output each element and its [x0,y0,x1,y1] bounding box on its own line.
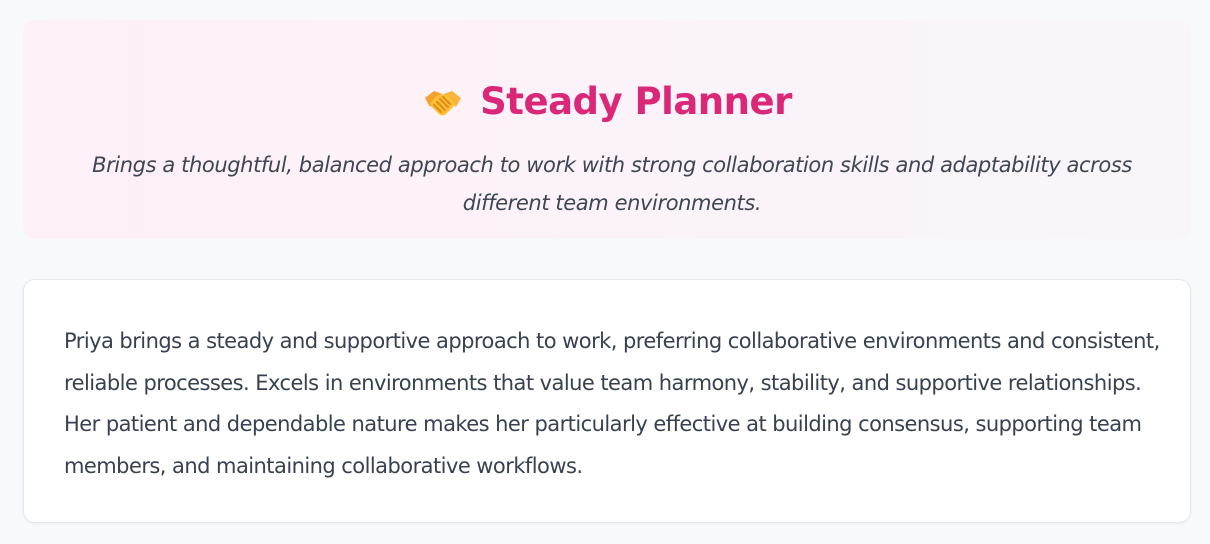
profile-summary-card: Priya brings a steady and supportive app… [23,279,1191,523]
profile-title-row: Steady Planner [23,78,1191,126]
profile-title: Steady Planner [480,80,792,123]
handshake-icon [422,81,464,123]
profile-header-card: Steady Planner Brings a thoughtful, bala… [23,20,1191,239]
profile-summary-text: Priya brings a steady and supportive app… [64,329,1160,478]
profile-subtitle: Brings a thoughtful, balanced approach t… [92,153,1132,215]
